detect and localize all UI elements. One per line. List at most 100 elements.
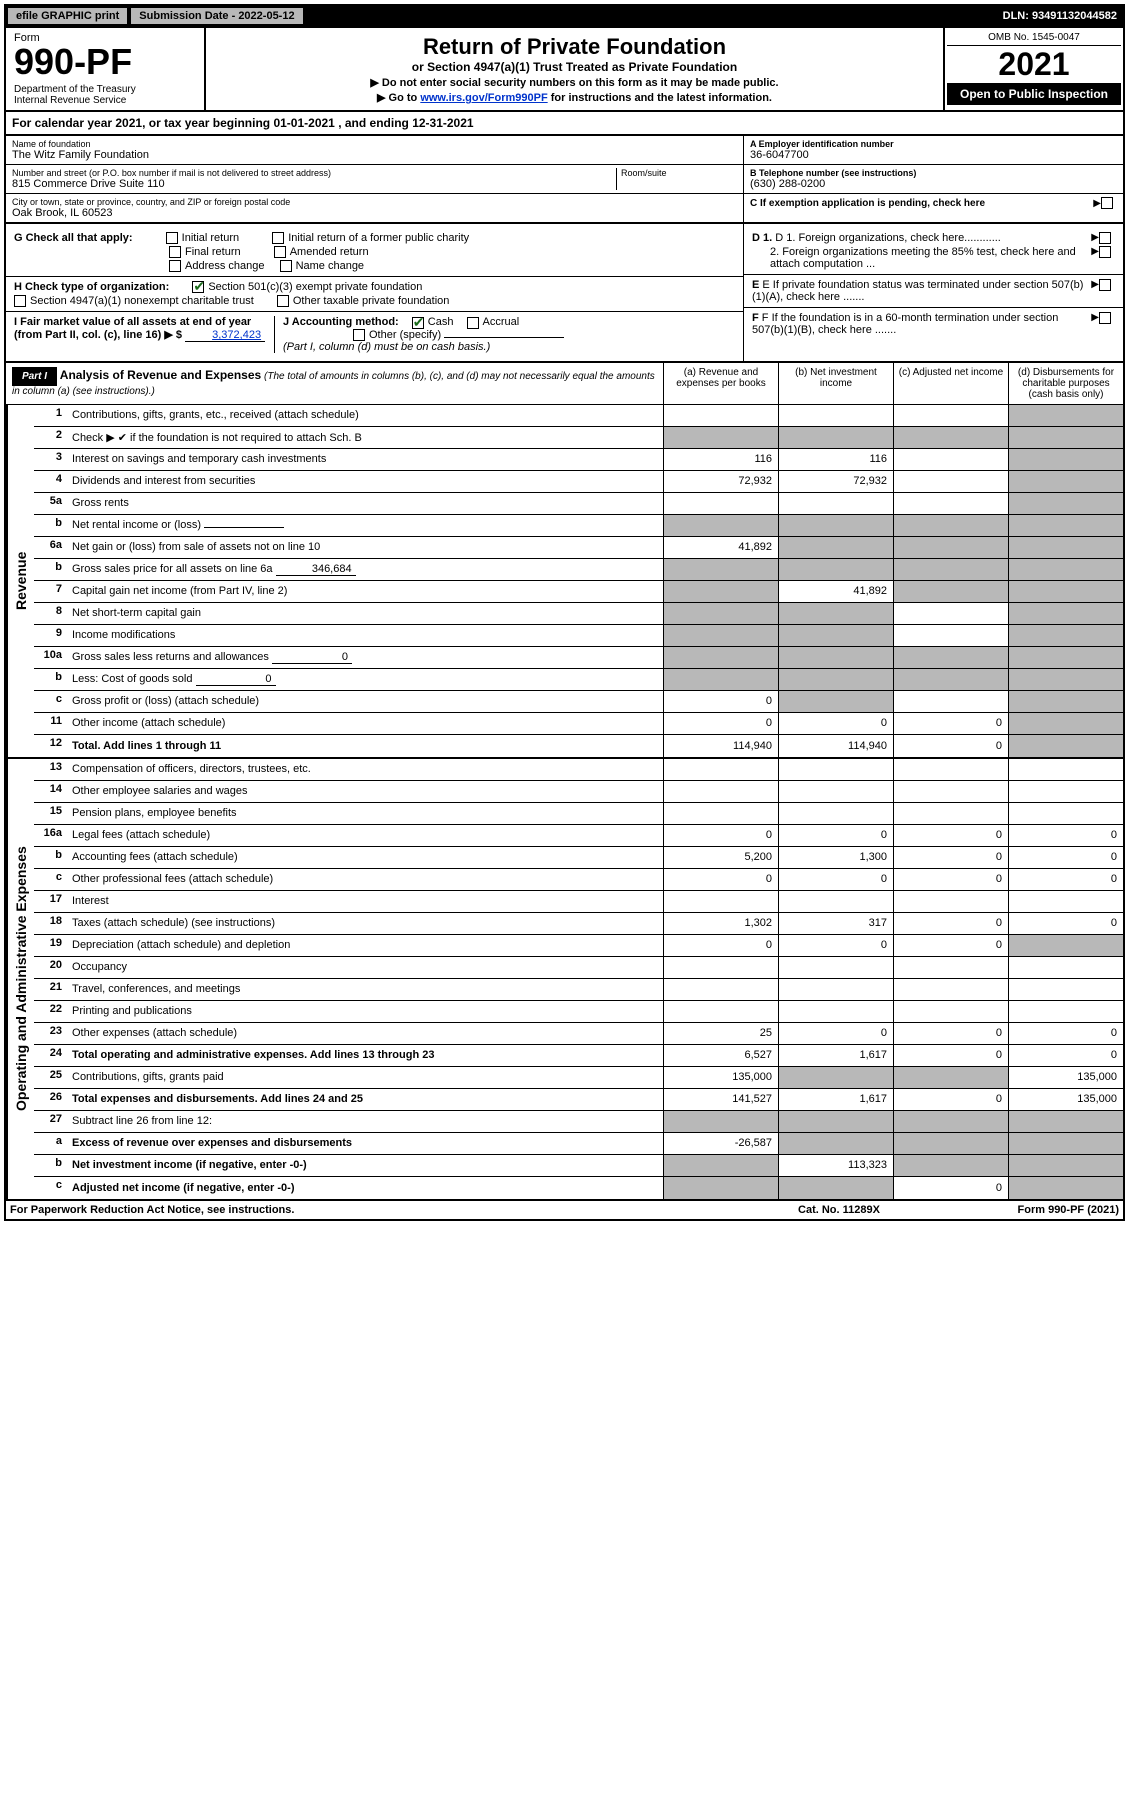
h-4947-checkbox[interactable] — [14, 295, 26, 307]
irs-link[interactable]: www.irs.gov/Form990PF — [420, 92, 547, 104]
h-other-checkbox[interactable] — [277, 295, 289, 307]
cell-c: 0 — [893, 1177, 1008, 1199]
cell-b: 113,323 — [778, 1155, 893, 1176]
arrow-icon: ▶ — [1091, 232, 1099, 244]
cell-c — [893, 625, 1008, 646]
cell-c — [893, 669, 1008, 690]
f-checkbox[interactable] — [1099, 312, 1111, 324]
cell-c — [893, 1067, 1008, 1088]
c-checkbox[interactable] — [1101, 197, 1113, 209]
footer-center: Cat. No. 11289X — [759, 1204, 919, 1216]
j-other-field[interactable] — [444, 337, 564, 338]
cell-a — [663, 891, 778, 912]
g-name-checkbox[interactable] — [280, 260, 292, 272]
cell-c: 0 — [893, 1045, 1008, 1066]
cell-c: 0 — [893, 825, 1008, 846]
footer-left: For Paperwork Reduction Act Notice, see … — [10, 1204, 759, 1216]
city-state-zip: Oak Brook, IL 60523 — [12, 207, 737, 219]
cell-a: 0 — [663, 691, 778, 712]
h-501c3-checkbox[interactable] — [192, 281, 204, 293]
line-desc: Printing and publications — [68, 1001, 663, 1022]
cell-b — [778, 1001, 893, 1022]
cell-a: -26,587 — [663, 1133, 778, 1154]
foundation-name: The Witz Family Foundation — [12, 149, 737, 161]
g-initial-former-checkbox[interactable] — [272, 232, 284, 244]
line-r27b: bNet investment income (if negative, ent… — [34, 1155, 1123, 1177]
part1-badge: Part I — [12, 367, 57, 386]
cell-a: 72,932 — [663, 471, 778, 492]
j-cash-checkbox[interactable] — [412, 317, 424, 329]
top-bar: efile GRAPHIC print Submission Date - 20… — [4, 4, 1125, 28]
ein-row: A Employer identification number 36-6047… — [744, 136, 1123, 165]
cell-a: 1,302 — [663, 913, 778, 934]
cell-c — [893, 471, 1008, 492]
expenses-table: Operating and Administrative Expenses 13… — [6, 757, 1123, 1199]
line-r12: 12Total. Add lines 1 through 11114,94011… — [34, 735, 1123, 757]
line-r7: 7Capital gain net income (from Part IV, … — [34, 581, 1123, 603]
line-r22: 22Printing and publications — [34, 1001, 1123, 1023]
cell-d — [1008, 581, 1123, 602]
cell-a — [663, 803, 778, 824]
cell-b — [778, 647, 893, 668]
line-number: 3 — [34, 449, 68, 470]
line-r3: 3Interest on savings and temporary cash … — [34, 449, 1123, 471]
line-desc: Dividends and interest from securities — [68, 471, 663, 492]
d1-checkbox[interactable] — [1099, 232, 1111, 244]
j-other-checkbox[interactable] — [353, 329, 365, 341]
line-desc: Capital gain net income (from Part IV, l… — [68, 581, 663, 602]
j-other: Other (specify) — [369, 329, 441, 341]
cell-b — [778, 603, 893, 624]
line-number: c — [34, 1177, 68, 1199]
cell-d: 0 — [1008, 847, 1123, 868]
cell-c — [893, 803, 1008, 824]
line-number: 27 — [34, 1111, 68, 1132]
cell-b: 116 — [778, 449, 893, 470]
line-r2: 2Check ▶ ✔ if the foundation is not requ… — [34, 427, 1123, 449]
cell-d — [1008, 891, 1123, 912]
cell-a — [663, 957, 778, 978]
j-accrual-checkbox[interactable] — [467, 317, 479, 329]
i-value[interactable]: 3,372,423 — [185, 329, 265, 342]
line-r10a: 10aGross sales less returns and allowanc… — [34, 647, 1123, 669]
d2-checkbox[interactable] — [1099, 246, 1111, 258]
line-r14: 14Other employee salaries and wages — [34, 781, 1123, 803]
line-number: 19 — [34, 935, 68, 956]
cell-c — [893, 1155, 1008, 1176]
line-number: b — [34, 1155, 68, 1176]
cell-a — [663, 625, 778, 646]
col-c-header: (c) Adjusted net income — [893, 363, 1008, 404]
cell-c — [893, 1001, 1008, 1022]
e-checkbox[interactable] — [1099, 279, 1111, 291]
line-r27: 27Subtract line 26 from line 12: — [34, 1111, 1123, 1133]
line-number: 9 — [34, 625, 68, 646]
line-desc: Other professional fees (attach schedule… — [68, 869, 663, 890]
entity-info: Name of foundation The Witz Family Found… — [4, 136, 1125, 224]
h-501c3: Section 501(c)(3) exempt private foundat… — [208, 281, 422, 293]
line-desc: Gross sales price for all assets on line… — [68, 559, 663, 580]
efile-print-button[interactable]: efile GRAPHIC print — [7, 7, 128, 25]
g-final-checkbox[interactable] — [169, 246, 181, 258]
g-initial-checkbox[interactable] — [166, 232, 178, 244]
cell-c — [893, 691, 1008, 712]
line-number: 24 — [34, 1045, 68, 1066]
line-desc: Total expenses and disbursements. Add li… — [68, 1089, 663, 1110]
g-amended-checkbox[interactable] — [274, 246, 286, 258]
f-label: F F If the foundation is in a 60-month t… — [752, 312, 1091, 336]
form-number: 990-PF — [14, 44, 196, 80]
line-r11: 11Other income (attach schedule)000 — [34, 713, 1123, 735]
inline-field: 0 — [196, 673, 276, 686]
h-4947: Section 4947(a)(1) nonexempt charitable … — [30, 295, 254, 307]
line-desc: Other employee salaries and wages — [68, 781, 663, 802]
cell-c: 0 — [893, 1023, 1008, 1044]
g-address-checkbox[interactable] — [169, 260, 181, 272]
line-desc: Net investment income (if negative, ente… — [68, 1155, 663, 1176]
g-final: Final return — [185, 246, 241, 258]
line-r6a: 6aNet gain or (loss) from sale of assets… — [34, 537, 1123, 559]
cell-a — [663, 1177, 778, 1199]
cell-a: 135,000 — [663, 1067, 778, 1088]
line-r27a: aExcess of revenue over expenses and dis… — [34, 1133, 1123, 1155]
cell-d — [1008, 669, 1123, 690]
cell-a — [663, 1155, 778, 1176]
cell-b: 114,940 — [778, 735, 893, 757]
cell-d — [1008, 713, 1123, 734]
